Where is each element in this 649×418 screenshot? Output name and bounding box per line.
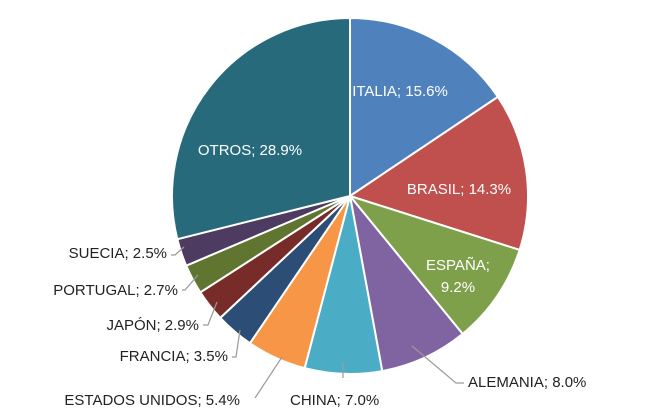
pie-slice-italia [349,16,500,198]
data-label-espana: ESPAÑA; 9.2% [426,257,490,296]
pie-slice-otros [171,16,351,241]
data-label-italia: ITALIA; 15.6% [352,83,448,100]
leader-line-suecia [171,246,185,256]
pie-slice-brasil [347,95,529,252]
leader-line-francia [232,329,241,358]
data-label-francia: FRANCIA; 3.5% [120,348,228,365]
data-label-portugal: PORTUGAL; 2.7% [53,282,178,299]
leader-line-alemania [411,345,464,384]
leader-line-japon [203,301,218,326]
data-label-suecia: SUECIA; 2.5% [69,245,167,262]
leader-line-estados-unidos [254,356,283,399]
data-label-estados-unidos: ESTADOS UNIDOS; 5.4% [64,392,240,409]
data-label-china: CHINA; 7.0% [290,392,379,409]
data-label-brasil: BRASIL; 14.3% [407,181,511,198]
data-label-japon: JAPÓN; 2.9% [106,317,199,334]
pie-slices [171,16,529,375]
data-label-alemania: ALEMANIA; 8.0% [468,374,586,391]
leader-lines [171,246,464,399]
data-labels: ITALIA; 15.6% BRASIL; 14.3% ESPAÑA; 9.2% ALE… [53,83,586,409]
data-label-otros: OTROS; 28.9% [198,142,302,159]
pie-slice-espana [347,194,521,336]
leader-line-portugal [182,274,199,291]
